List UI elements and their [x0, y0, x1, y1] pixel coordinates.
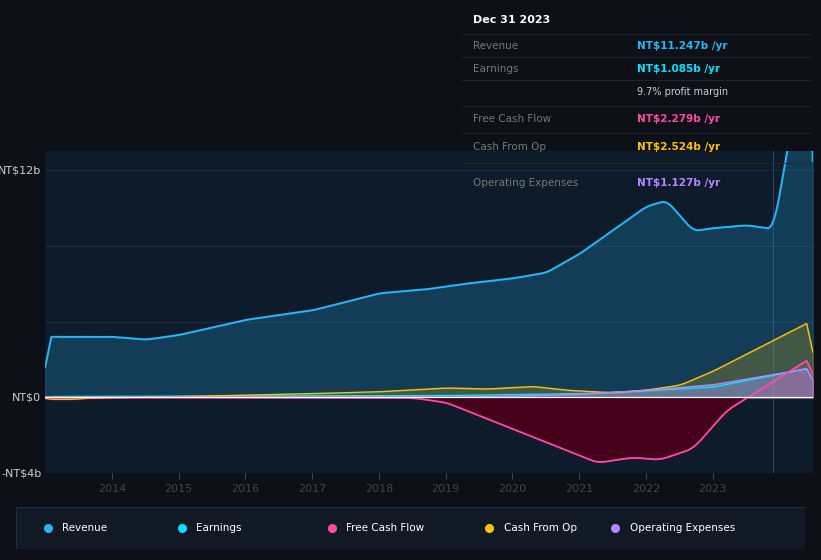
- Text: NT$0: NT$0: [12, 393, 41, 403]
- Text: NT$1.085b /yr: NT$1.085b /yr: [637, 64, 720, 74]
- Text: NT$1.127b /yr: NT$1.127b /yr: [637, 178, 720, 188]
- Text: NT$2.524b /yr: NT$2.524b /yr: [637, 142, 720, 152]
- Text: Free Cash Flow: Free Cash Flow: [346, 523, 424, 533]
- Text: -NT$4b: -NT$4b: [1, 468, 41, 478]
- Text: Earnings: Earnings: [196, 523, 241, 533]
- Text: NT$11.247b /yr: NT$11.247b /yr: [637, 41, 727, 50]
- Text: Revenue: Revenue: [473, 41, 518, 50]
- Text: Operating Expenses: Operating Expenses: [630, 523, 735, 533]
- FancyBboxPatch shape: [16, 507, 805, 549]
- Text: Revenue: Revenue: [62, 523, 108, 533]
- Text: Cash From Op: Cash From Op: [473, 142, 546, 152]
- Text: Operating Expenses: Operating Expenses: [473, 178, 578, 188]
- Text: NT$12b: NT$12b: [0, 165, 41, 175]
- Text: Free Cash Flow: Free Cash Flow: [473, 114, 551, 124]
- Text: Earnings: Earnings: [473, 64, 518, 74]
- Text: Cash From Op: Cash From Op: [503, 523, 576, 533]
- Text: NT$2.279b /yr: NT$2.279b /yr: [637, 114, 720, 124]
- Text: Dec 31 2023: Dec 31 2023: [473, 15, 550, 25]
- Text: 9.7% profit margin: 9.7% profit margin: [637, 87, 727, 97]
